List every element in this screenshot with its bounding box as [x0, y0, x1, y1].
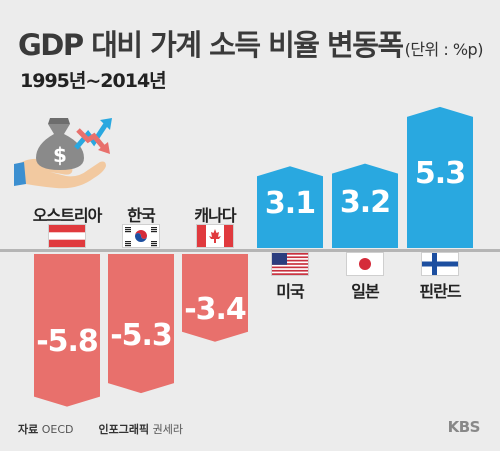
value-label: -5.8	[36, 324, 99, 360]
kbs-logo: KBS	[447, 418, 481, 436]
bar-일본	[332, 163, 398, 248]
zero-baseline	[0, 249, 500, 252]
value-label: -3.4	[184, 291, 247, 327]
finland-flag-icon	[422, 253, 458, 275]
bar-핀란드	[407, 106, 473, 249]
value-label: -5.3	[110, 317, 173, 353]
bar-오스트리아	[34, 254, 100, 407]
category-label: 일본	[351, 282, 379, 301]
category-label: 미국	[276, 282, 304, 301]
korea-flag-icon	[123, 225, 159, 247]
bar-한국	[108, 254, 174, 394]
title-row: GDP 대비 가계 소득 비율 변동폭 (단위 : %p)	[18, 22, 483, 64]
chart-title: GDP 대비 가계 소득 비율 변동폭	[18, 28, 404, 62]
chart-subtitle: 1995년~2014년	[20, 70, 167, 92]
value-label: 5.3	[414, 156, 466, 192]
category-label: 캐나다	[194, 206, 236, 225]
graphic-value: 권세라	[152, 423, 183, 436]
graphic-key: 인포그래픽	[98, 423, 150, 436]
austria-flag-icon	[49, 225, 85, 247]
unit-label: (단위 : %p)	[404, 40, 484, 59]
usa-flag-icon	[272, 253, 308, 275]
canada-flag-icon	[197, 225, 233, 247]
bar-캐나다	[182, 254, 248, 342]
japan-flag-icon	[347, 253, 383, 275]
category-label: 한국	[127, 206, 155, 225]
category-label: 핀란드	[419, 282, 461, 301]
source-value: OECD	[41, 423, 74, 436]
svg-text:$: $	[53, 143, 67, 167]
value-label: 3.1	[264, 186, 316, 222]
footer: 자료 OECD 인포그래픽 권세라	[18, 421, 183, 437]
money-bag-hand-icon: $	[14, 104, 118, 190]
value-label: 3.2	[339, 184, 391, 220]
category-label: 오스트리아	[32, 206, 103, 225]
bar-미국	[257, 166, 323, 248]
source-key: 자료	[18, 423, 39, 436]
